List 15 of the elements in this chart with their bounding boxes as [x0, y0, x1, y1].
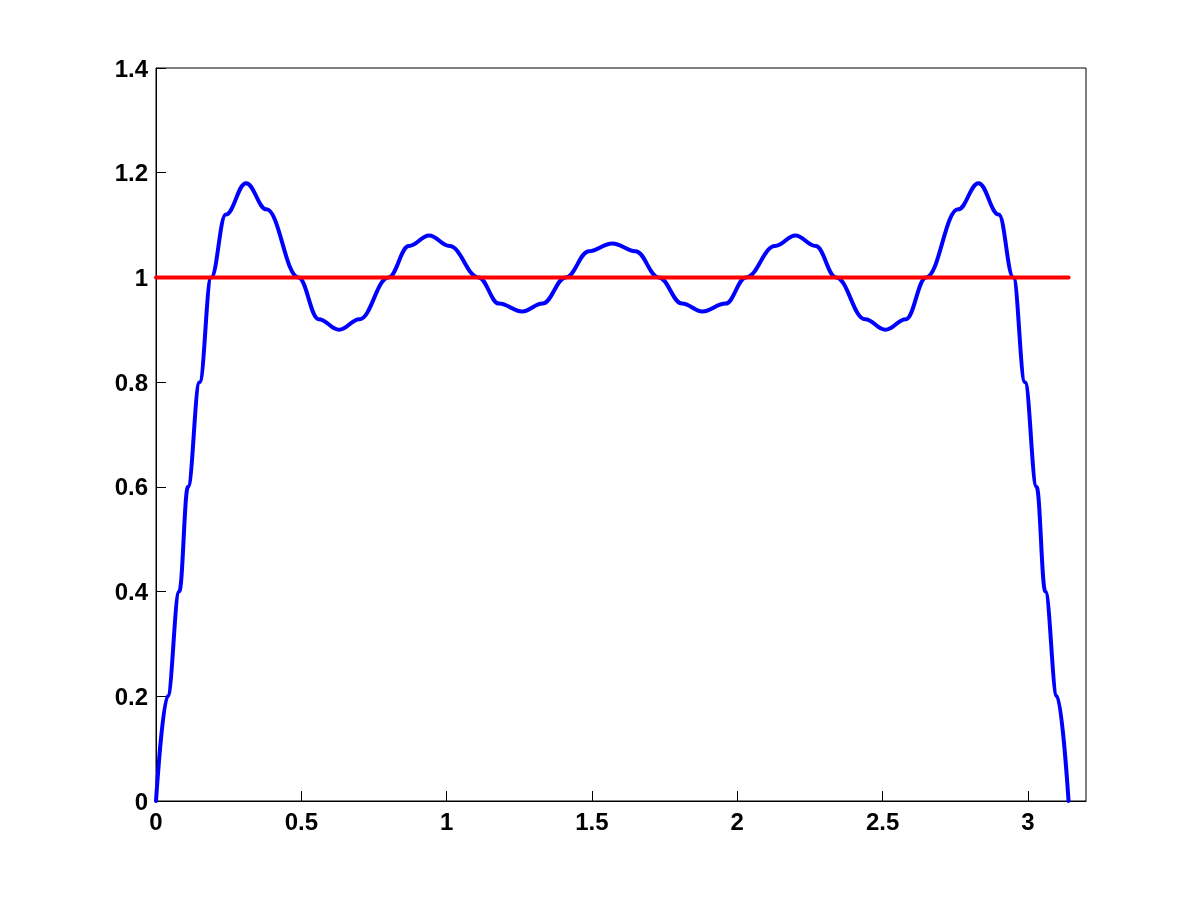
x-tick-label: 2	[730, 807, 744, 835]
y-tick-label: 0.6	[114, 473, 148, 501]
y-tick-label: 1.2	[114, 159, 148, 187]
x-tick-label: 2.5	[865, 807, 900, 835]
x-tick-label: 1	[439, 807, 454, 835]
y-tick-label: 1.4	[114, 54, 149, 82]
y-tick-label: 0.2	[114, 682, 148, 710]
y-tick-label: 0.4	[114, 578, 149, 606]
y-tick-label: 0.8	[114, 368, 148, 396]
x-tick-label: 0.5	[284, 807, 318, 835]
line-series	[154, 181, 1071, 803]
y-tick-label: 1	[134, 263, 148, 291]
x-tick-label: 1.5	[575, 807, 609, 835]
x-tick-label: 3	[1021, 807, 1035, 835]
y-tick-label: 0	[134, 787, 148, 815]
